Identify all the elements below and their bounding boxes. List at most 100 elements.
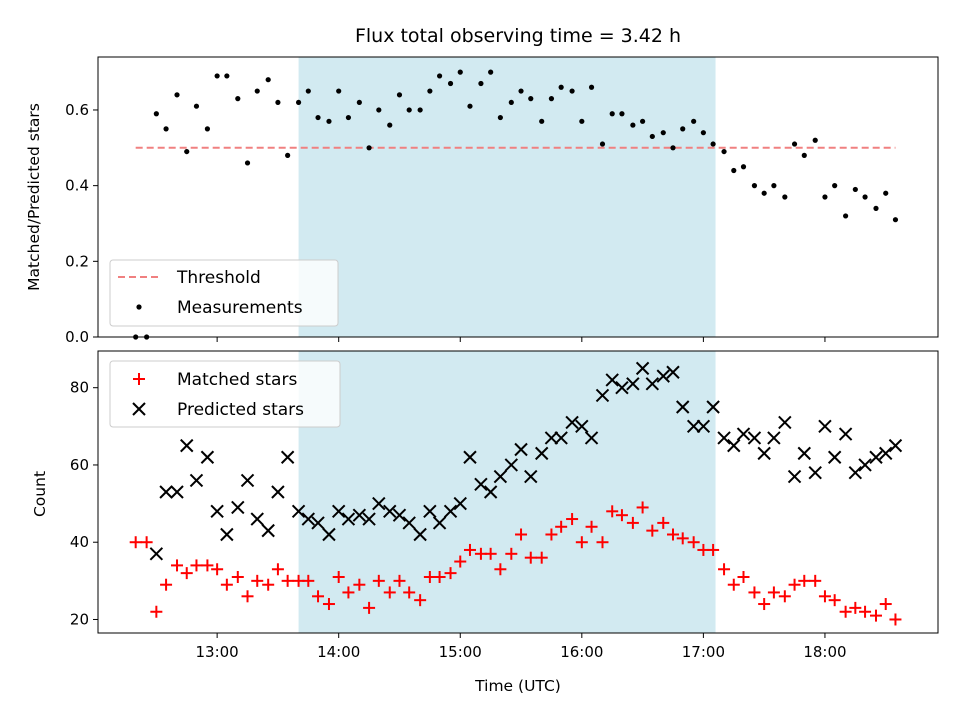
x-tick-label: 17:00	[682, 643, 725, 661]
legend-matched-swatch	[133, 373, 145, 385]
matched-star-point	[566, 513, 579, 526]
predicted-star-point	[676, 400, 690, 414]
predicted-star-point	[686, 419, 701, 434]
measurement-point	[609, 111, 615, 117]
matched-star-point	[707, 543, 720, 556]
matched-star-point	[524, 551, 537, 564]
top-panel: 0.0 0.2 0.4 0.6 Matched/Predicted stars Thr…	[25, 56, 939, 346]
measurement-point	[478, 80, 484, 87]
predicted-star-point	[727, 438, 741, 453]
measurement-point	[619, 111, 625, 117]
predicted-star-point	[645, 377, 660, 391]
predicted-star-point	[372, 496, 386, 511]
measurement-point	[417, 107, 423, 113]
measurement-point	[254, 88, 260, 94]
measurement-point	[295, 99, 302, 106]
matched-star-point	[454, 555, 467, 568]
legend-measurements-swatch	[136, 304, 142, 310]
matched-star-point	[414, 594, 427, 607]
predicted-star-point	[584, 431, 599, 445]
matched-star-point	[444, 567, 457, 580]
matched-star-point	[231, 570, 244, 583]
measurement-point	[174, 92, 180, 98]
predicted-star-point	[524, 469, 538, 484]
measurement-point	[184, 148, 190, 155]
matched-star-point	[463, 543, 476, 556]
matched-star-point	[302, 574, 315, 587]
top-legend-box	[109, 259, 339, 327]
predicted-star-point	[605, 373, 619, 387]
predicted-star-point	[432, 516, 447, 530]
legend-predicted-label: Predicted stars	[177, 400, 304, 420]
matched-star-point	[241, 590, 254, 603]
predicted-star-point	[888, 438, 903, 453]
predicted-star-point	[554, 431, 568, 445]
measurement-point	[275, 99, 281, 106]
predicted-star-point	[534, 446, 549, 461]
predicted-star-point	[170, 485, 184, 499]
measurement-point	[791, 141, 798, 147]
predicted-star-point	[331, 504, 346, 519]
matched-star-point	[636, 501, 649, 514]
predicted-star-point	[413, 527, 427, 542]
matched-star-point	[606, 505, 619, 518]
measurement-point	[751, 183, 758, 189]
predicted-star-point	[280, 450, 295, 464]
top-y-axis-label: Matched/Predicted stars	[25, 103, 43, 291]
matched-star-point	[657, 516, 670, 529]
matched-star-point	[798, 574, 811, 587]
matched-star-point	[403, 586, 416, 599]
matched-star-point	[494, 563, 507, 576]
measurement-point	[356, 99, 362, 106]
measurement-point	[345, 114, 352, 121]
predicted-star-point	[362, 512, 376, 526]
bottom-axes-frame	[97, 350, 939, 634]
measurement-point	[204, 126, 211, 132]
measurement-point	[315, 114, 321, 121]
predicted-star-point	[635, 361, 650, 376]
predicted-star-point	[423, 504, 437, 519]
measurement-point	[366, 145, 372, 151]
measurement-point	[548, 96, 555, 102]
measurement-point	[640, 118, 646, 124]
measurement-point	[892, 217, 899, 223]
matched-star-point	[353, 578, 366, 591]
y-tick-label: 0.6	[65, 101, 89, 119]
predicted-star-point	[463, 450, 477, 464]
measurement-point	[265, 77, 271, 83]
measurement-point	[436, 73, 443, 79]
measurement-point	[771, 183, 777, 189]
predicted-star-point	[483, 485, 498, 499]
matched-star-point	[758, 598, 771, 611]
predicted-star-point	[808, 465, 822, 480]
legend-threshold-label: Threshold	[176, 268, 261, 288]
measurement-point	[630, 122, 636, 128]
measurement-point	[782, 194, 788, 200]
measurement-point	[801, 152, 807, 158]
measurement-point	[700, 130, 706, 136]
measurement-point	[396, 92, 403, 98]
top-shaded-span	[298, 57, 716, 337]
bottom-x-ticks: 13:00 14:00 15:00 16:00 17:00 18:00	[196, 633, 847, 661]
measurement-point	[244, 160, 251, 166]
matched-star-point	[171, 559, 184, 572]
predicted-stars-points	[149, 361, 903, 561]
measurement-point	[843, 213, 849, 219]
legend-measurements-label: Measurements	[177, 298, 303, 318]
matched-star-point	[585, 520, 598, 533]
measurement-point	[387, 122, 393, 128]
y-tick-label: 0.4	[65, 177, 89, 195]
bottom-legend: Matched stars Predicted stars	[109, 360, 341, 428]
matched-star-point	[150, 605, 163, 618]
matched-star-point	[828, 594, 841, 607]
predicted-star-point	[453, 496, 467, 511]
matched-star-point	[687, 536, 700, 549]
legend-predicted-swatch	[132, 402, 146, 416]
matched-star-point	[870, 609, 883, 622]
matched-star-point	[555, 520, 568, 533]
predicted-star-point	[159, 485, 173, 499]
matched-star-point	[767, 586, 780, 599]
predicted-star-point	[271, 485, 285, 499]
y-tick-label: 40	[70, 533, 89, 551]
matched-star-point	[262, 578, 275, 591]
